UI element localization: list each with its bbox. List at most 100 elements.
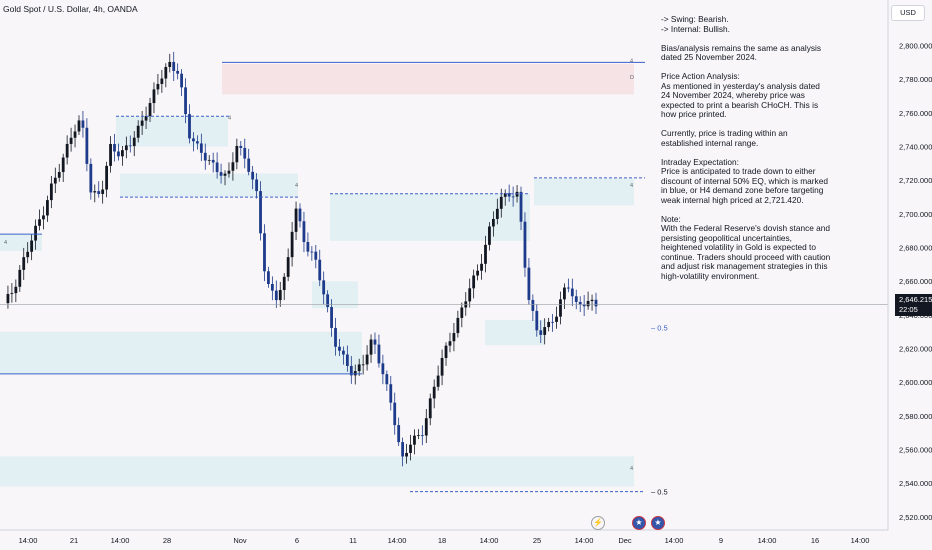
candle-body <box>81 120 85 128</box>
candle-body <box>195 141 199 144</box>
candle-body <box>30 240 34 252</box>
candle-body <box>397 425 401 443</box>
candle-body <box>192 138 195 142</box>
candles-layer <box>6 51 598 467</box>
chart-title: Gold Spot / U.S. Dollar, 4h, OANDA <box>3 4 138 14</box>
x-tick-label: 14:00 <box>851 536 870 545</box>
x-tick-label: 18 <box>438 536 446 545</box>
candle-body <box>484 244 487 264</box>
candle-body <box>180 73 183 88</box>
candle-body <box>306 242 310 252</box>
candle-body <box>547 321 551 328</box>
note-paragraph: Price Action Analysis: <box>661 71 740 81</box>
x-tick-label: 25 <box>533 536 541 545</box>
y-tick-label: 2,760.000 <box>899 109 932 118</box>
candle-body <box>322 280 326 295</box>
note-paragraph: Intraday Expectation: <box>661 156 739 167</box>
candle-body <box>42 215 45 220</box>
candle-body <box>239 145 243 148</box>
note-paragraph: As mentioned in yesterday's analysis dat… <box>661 80 820 119</box>
candle-body <box>342 350 345 355</box>
candle-body <box>405 452 408 457</box>
candle-body <box>140 120 144 126</box>
candle-body <box>231 162 235 171</box>
candle-body <box>298 208 302 222</box>
candle-body <box>515 191 519 197</box>
time-axis[interactable]: 14:00 21 14:00 28 Nov 6 11 14:00 18 14:00 25 14:00 D… <box>19 536 870 545</box>
x-tick-label: 9 <box>719 536 723 545</box>
x-tick-label: 14:00 <box>758 536 777 545</box>
candle-body <box>263 233 266 272</box>
candle-body <box>365 354 369 365</box>
candle-body <box>310 251 314 253</box>
candle-body <box>14 286 18 294</box>
candle-body <box>164 66 168 79</box>
candle-body <box>46 200 49 216</box>
candle-body <box>219 172 223 176</box>
price-axis[interactable]: 2,520.000 2,540.000 2,560.000 2,580.000 2,60… <box>899 42 932 522</box>
candle-body <box>176 70 180 74</box>
note-paragraph: -> Swing: Bearish. <box>661 14 729 24</box>
candle-body <box>428 398 432 419</box>
candle-body <box>132 137 136 147</box>
candle-body <box>582 304 586 307</box>
candle-body <box>452 333 456 342</box>
candle-body <box>188 114 191 139</box>
currency-button[interactable]: USD <box>891 5 925 21</box>
us-flag-icon[interactable]: ★ <box>651 516 665 530</box>
candle-body <box>586 300 590 307</box>
y-tick-label: 2,740.000 <box>899 143 932 152</box>
candle-body <box>259 191 262 234</box>
candle-body <box>361 364 365 366</box>
candle-body <box>117 151 120 157</box>
note-paragraph: Currently, price is trading within an es… <box>661 128 788 148</box>
candle-body <box>97 191 101 194</box>
x-tick-label: 14:00 <box>665 536 684 545</box>
candle-body <box>6 293 10 304</box>
candle-body <box>393 402 397 426</box>
candle-body <box>34 225 37 241</box>
candle-body <box>432 386 436 399</box>
candle-body <box>85 127 89 164</box>
x-tick-label: 16 <box>811 536 819 545</box>
candle-body <box>199 143 203 153</box>
candle-body <box>267 271 270 284</box>
zone-mark: 4 <box>228 116 231 122</box>
candle-body <box>207 159 211 161</box>
analysis-notes: -> Swing: Bearish. -> Internal: Bullish. B… <box>661 14 831 281</box>
candle-body <box>247 158 251 172</box>
candle-body <box>349 365 353 376</box>
candle-body <box>345 354 349 366</box>
x-tick-label: 14:00 <box>111 536 130 545</box>
candle-body <box>338 346 341 351</box>
candle-body <box>227 170 231 174</box>
zones-layer <box>0 64 634 487</box>
candle-body <box>377 344 381 364</box>
zone-mark: 4 <box>630 58 633 64</box>
x-tick-label: 28 <box>163 536 171 545</box>
zone-supply <box>222 64 634 95</box>
candle-body <box>77 120 81 132</box>
candle-body <box>294 208 298 232</box>
y-tick-label: 2,720.000 <box>899 176 932 185</box>
x-tick-label: 11 <box>349 536 357 545</box>
candle-body <box>148 103 152 117</box>
zone-mark: D <box>630 75 634 81</box>
lightning-icon[interactable]: ⚡ <box>591 516 605 530</box>
candle-body <box>65 143 69 158</box>
candle-body <box>531 299 535 311</box>
candle-body <box>491 218 495 227</box>
x-tick-label: 14:00 <box>575 536 594 545</box>
candle-body <box>136 125 140 138</box>
candle-body <box>10 293 14 294</box>
candle-body <box>172 61 176 71</box>
candle-body <box>420 435 424 436</box>
candle-body <box>369 339 373 355</box>
candle-body <box>440 357 444 376</box>
candle-body <box>472 275 476 289</box>
us-flag-icon[interactable]: ★ <box>632 516 646 530</box>
levels-layer: – 0.5 – 0.5 4 4 4 4 4 4 D <box>0 58 888 497</box>
candle-body <box>121 150 124 157</box>
candle-body <box>223 173 227 176</box>
